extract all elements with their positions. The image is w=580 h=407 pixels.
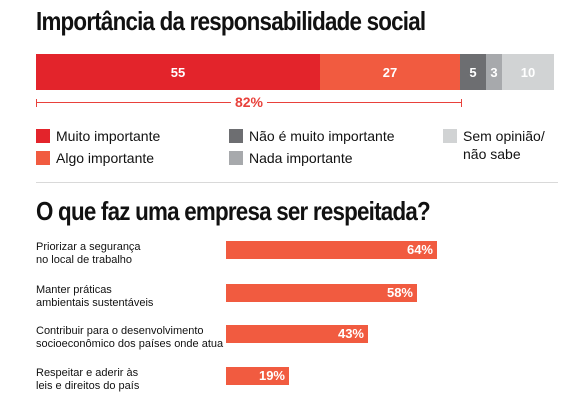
legend-label: Não é muito importante (249, 128, 395, 144)
stack-segment-label: 5 (469, 64, 477, 80)
bar-category-label: Priorizar a segurança no local de trabal… (36, 241, 141, 266)
bar-value-label: 64% (406, 242, 433, 257)
legend-label: Algo importante (56, 150, 155, 166)
legend-swatch (36, 129, 50, 143)
stack-segment-label: 27 (382, 64, 398, 80)
chart-title-importance: Importância da responsabilidade social (36, 6, 426, 36)
bar: 58% (226, 284, 417, 302)
bracket-82: 82% (36, 92, 462, 112)
legend-item-sem-opiniao: Sem opinião/ não sabe (443, 127, 545, 163)
section-divider (36, 182, 558, 183)
legend-swatch (229, 129, 243, 143)
legend-label: Nada importante (249, 150, 353, 166)
bar: 64% (226, 241, 437, 259)
stack-segment: 55 (36, 54, 320, 90)
stack-segment-label: 55 (170, 64, 186, 80)
stack-segment-label: 3 (490, 64, 498, 80)
bracket-label: 82% (230, 94, 268, 110)
legend-item-muito-importante: Muito importante (36, 127, 160, 145)
legend-swatch (229, 151, 243, 165)
stack-segment: 10 (502, 54, 554, 90)
stack-segment: 27 (320, 54, 460, 90)
bar-category-label: Contribuir para o desenvolvimento socioe… (36, 325, 224, 350)
bar-row: Priorizar a segurança no local de trabal… (36, 241, 556, 281)
bar-value-label: 58% (386, 285, 413, 300)
legend-item-algo-importante: Algo importante (36, 149, 154, 167)
stack-segment: 3 (486, 54, 502, 90)
legend-item-nada-importante: Nada importante (229, 149, 353, 167)
bar-value-label: 19% (258, 368, 285, 383)
bar-row: Respeitar e aderir às leis e direitos do… (36, 367, 556, 407)
bar-value-label: 43% (337, 326, 364, 341)
bar: 19% (226, 367, 289, 385)
stack-segment-label: 10 (520, 64, 536, 80)
legend-swatch (36, 151, 50, 165)
legend-label: Muito importante (56, 128, 161, 144)
bar-category-label: Manter práticas ambientais sustentáveis (36, 284, 154, 309)
bar: 43% (226, 325, 368, 343)
bar-category-label: Respeitar e aderir às leis e direitos do… (36, 367, 140, 392)
stacked-bar: 55 27 5 3 10 (36, 54, 554, 90)
legend-swatch (443, 129, 457, 143)
bar-row: Manter práticas ambientais sustentáveis … (36, 284, 556, 324)
stack-segment: 5 (460, 54, 486, 90)
legend-label: Sem opinião/ não sabe (463, 128, 545, 162)
chart-title-respect: O que faz uma empresa ser respeitada? (36, 196, 431, 226)
legend-item-nao-muito-importante: Não é muito importante (229, 127, 395, 145)
bar-row: Contribuir para o desenvolvimento socioe… (36, 325, 556, 365)
